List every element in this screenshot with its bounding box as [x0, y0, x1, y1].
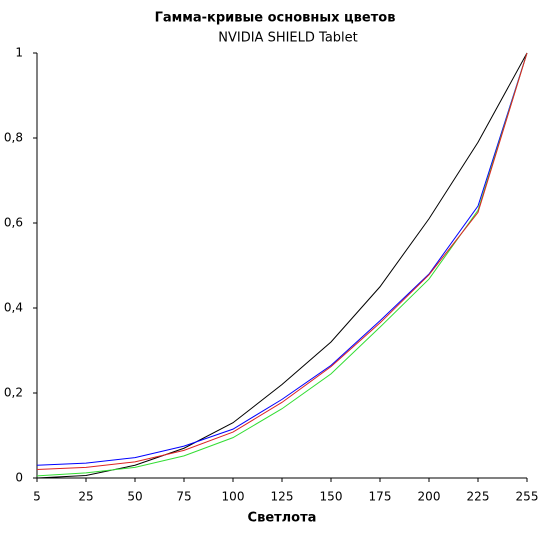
x-tick-label: 50	[127, 490, 142, 504]
x-axis-label: Светлота	[248, 511, 317, 526]
x-tick-label: 5	[33, 490, 41, 504]
series-line	[36, 52, 528, 466]
y-tick-label: 0,6	[4, 216, 23, 230]
x-tick-label: 100	[222, 490, 245, 504]
y-tick-label: 0	[15, 471, 23, 485]
y-tick-label: 0,8	[4, 131, 23, 145]
x-tick-label: 75	[176, 490, 191, 504]
y-tick-label: 0,2	[4, 386, 23, 400]
series-line	[36, 52, 528, 479]
x-tick-label: 125	[271, 490, 294, 504]
chart-title: Гамма-кривые основных цветов	[155, 11, 396, 26]
x-tick-label: 25	[78, 490, 93, 504]
chart-subtitle: NVIDIA SHIELD Tablet	[218, 31, 358, 46]
x-tick-label: 150	[320, 490, 343, 504]
x-tick-label: 255	[516, 490, 539, 504]
series-line	[36, 52, 528, 477]
x-tick-label: 175	[369, 490, 392, 504]
y-tick-label: 1	[15, 46, 23, 60]
y-tick-label: 0,4	[4, 301, 23, 315]
series-line	[36, 52, 528, 470]
x-tick-label: 200	[418, 490, 441, 504]
x-tick-label: 225	[467, 490, 490, 504]
